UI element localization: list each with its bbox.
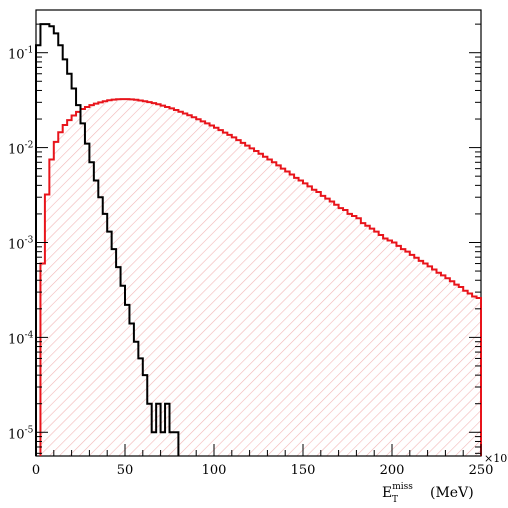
x-tick-label: 150	[291, 463, 316, 478]
x-tick-label: 200	[380, 463, 405, 478]
y-tick-label: 10-5	[8, 425, 34, 442]
axis-ticks	[35, 23, 482, 456]
x-exponent-label: ×103	[484, 449, 508, 465]
series-fills	[36, 10, 481, 456]
y-tick-label: 10-1	[8, 46, 33, 63]
series-0-fill	[40, 99, 481, 456]
series-lines	[35, 23, 482, 456]
y-tick-label: 10-3	[8, 235, 34, 252]
x-tick-label: 100	[202, 463, 227, 478]
axis-labels: 0 50 100 150 200 250 10-1 10-2 10-3 10-4 10-5 ×103 E…	[8, 46, 508, 505]
x-tick-label: 50	[117, 463, 134, 478]
x-tick-label: 250	[469, 463, 494, 478]
x-axis-unit: (MeV)	[430, 485, 474, 501]
series-0-line	[39, 98, 482, 456]
y-tick-label: 10-4	[8, 330, 34, 347]
y-tick-label: 10-2	[8, 141, 33, 158]
x-axis-title: Emiss T	[382, 482, 413, 504]
x-tick-label: 0	[32, 463, 40, 478]
series-1-line	[35, 23, 180, 456]
